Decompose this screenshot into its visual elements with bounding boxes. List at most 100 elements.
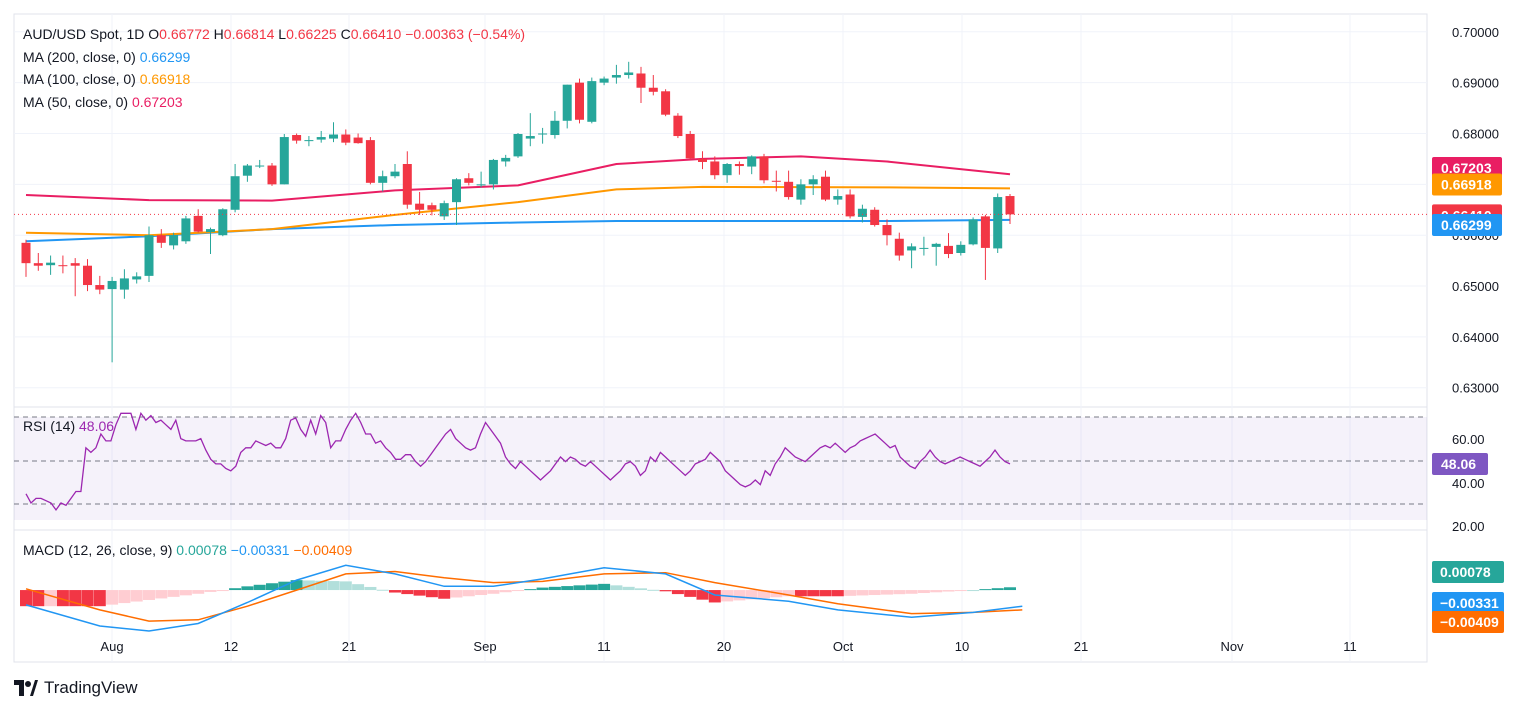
ma50-value: 0.67203 [132,94,183,110]
macd-histogram-bar [930,590,943,593]
macd-histogram-bar [327,581,340,591]
rsi-value: 48.06 [79,418,114,434]
macd-histogram-bar [671,590,684,595]
candle-body [329,134,338,139]
macd-histogram-bar [561,586,574,591]
candle-body [968,219,978,245]
candle-body [575,82,584,120]
rsi-label: RSI (14) [23,418,79,434]
candle-body [181,218,191,242]
time-tick-label: 11 [1343,639,1357,654]
macd-histogram-bar [475,590,488,596]
candle-body [378,176,388,183]
macd-histogram-bar [290,580,303,591]
candle-body [390,171,400,177]
macd-histogram-bar [585,584,598,591]
macd-histogram-bar [339,581,352,591]
candle-body [242,165,252,176]
macd-histogram-bar [868,590,881,596]
macd-histogram-bar [364,586,377,591]
tradingview-logo[interactable]: TradingView [14,678,138,698]
macd-badge [1432,611,1504,633]
candle-body [452,179,461,203]
time-tick-label: 10 [955,639,969,654]
macd-legend: MACD (12, 26, close, 9) 0.00078 −0.00331… [23,542,352,558]
candle-body [710,161,720,176]
macd-histogram-bar [462,590,475,597]
macd-histogram-bar [253,584,266,591]
low-value: 0.66225 [286,26,341,42]
candle-body [353,137,363,144]
macd-histogram-bar [991,588,1004,591]
candle-body [759,156,769,181]
candle-body [698,158,707,162]
candle-body [119,278,129,290]
candle-body [21,242,31,264]
macd-badge [1432,592,1504,614]
candle-body [341,134,351,143]
macd-histogram-bar [241,586,254,591]
candle-body [156,235,166,243]
candle-body [993,197,1003,249]
macd-histogram-bar [967,590,980,592]
symbol-label: AUD/USD Spot, 1D [23,26,148,42]
candle-body [501,157,511,162]
macd-histogram-bar [942,590,955,592]
candle-body [525,136,535,139]
time-tick-label: Sep [473,639,496,654]
ma200-label: MA (200, close, 0) [23,49,140,65]
candle-body [267,165,277,185]
candle-body [415,203,425,210]
rsi-line [25,411,1011,512]
ma50-line [25,155,1011,202]
ohlc-legend: AUD/USD Spot, 1D O0.66772 H0.66814 L0.66… [23,26,525,42]
candle-body [648,87,658,92]
candle-body [784,181,794,198]
macd-histogram-bar [352,584,365,591]
price-tick-label: 0.63000 [1452,381,1499,396]
macd-histogram-bar [659,590,672,592]
macd-hist-value: 0.00078 [176,542,231,558]
macd-histogram-bar [499,590,512,593]
candle-body [857,208,867,217]
macd-histogram-bar [266,583,278,591]
candle-body [46,262,56,266]
candle-body [821,176,830,200]
candle-body [279,137,289,185]
time-tick-label: 11 [597,639,611,654]
macd-histogram-bar [438,590,451,599]
ma200-legend: MA (200, close, 0) 0.66299 [23,49,191,65]
macd-badge-label: −0.00409 [1440,614,1499,630]
macd-histogram-bar [684,590,697,597]
candle-body [747,156,757,167]
candle-body [107,280,117,290]
candle-body [611,75,621,78]
macd-histogram-bar [807,590,820,597]
candle-body [439,203,449,217]
rsi-legend: RSI (14) 48.06 [23,418,114,434]
price-badge-label: 0.66299 [1441,217,1492,233]
macd-histogram-bar [548,586,561,591]
open-label: O [148,26,159,42]
candle-body [513,134,523,157]
candle-body [636,73,646,88]
macd-histogram-bar [167,590,180,597]
time-tick-label: Aug [100,639,123,654]
macd-histogram-bar [302,580,315,591]
high-value: 0.66814 [224,26,279,42]
macd-histogram-bar [647,589,660,591]
macd-histogram-bar [745,590,758,600]
macd-histogram-bar [130,590,143,602]
candle-body [316,137,326,140]
candle-body [538,133,548,135]
macd-histogram-bar [856,590,869,596]
candle-body [218,209,228,236]
time-tick-label: Nov [1220,639,1244,654]
macd-histogram-bar [708,590,721,603]
candle-body [193,215,203,232]
candle-body [624,72,634,76]
price-badge-label: 0.66918 [1441,177,1492,193]
macd-histogram-bar [622,586,635,591]
candle-body [550,120,560,136]
macd-histogram-bar [893,590,906,595]
